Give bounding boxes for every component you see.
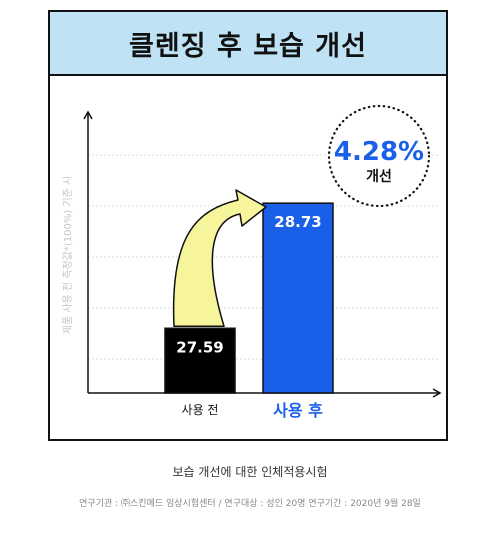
category-label-0: 사용 전 xyxy=(182,403,219,417)
y-axis-label: 제품 사용 전 측정값*(100%) 기준 시 xyxy=(62,176,74,335)
y-axis-arrowhead xyxy=(83,110,93,120)
bar-1 xyxy=(262,202,334,394)
category-label-1: 사용 후 xyxy=(273,401,323,420)
chart-title: 클렌징 후 보습 개선 xyxy=(129,30,367,62)
badge-label: 개선 xyxy=(366,169,392,185)
badge-value: 4.28% xyxy=(334,137,424,167)
bar-0 xyxy=(164,327,236,394)
bar-value-label-1: 28.73 xyxy=(274,213,321,231)
x-axis-arrowhead xyxy=(432,388,442,398)
footer-caption: 보습 개선에 대한 인체적용시험 xyxy=(172,465,328,479)
chart-card: 클렌징 후 보습 개선 xyxy=(48,10,448,441)
footer-details: 연구기관 : ㈜스킨메드 임상시험센터 / 연구대상 : 성인 20명 연구기간… xyxy=(79,499,421,509)
bar-value-label-0: 27.59 xyxy=(176,338,223,356)
badge-circle xyxy=(327,104,431,208)
title-bar: 클렌징 후 보습 개선 xyxy=(50,12,446,76)
increase-arrow xyxy=(172,189,267,328)
